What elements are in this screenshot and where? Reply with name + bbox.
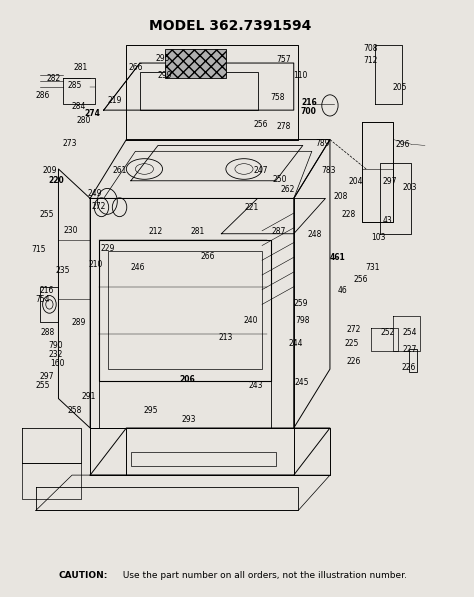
Bar: [409, 349, 417, 372]
Text: 754: 754: [36, 295, 50, 304]
Text: 715: 715: [31, 245, 46, 254]
Text: 461: 461: [330, 253, 346, 262]
Text: CAUTION:: CAUTION:: [58, 571, 108, 580]
Text: 256: 256: [353, 275, 367, 284]
Text: 783: 783: [322, 166, 336, 175]
Text: MODEL 362.7391594: MODEL 362.7391594: [149, 19, 311, 33]
Text: 228: 228: [342, 210, 356, 220]
Bar: [131, 451, 276, 466]
Bar: [108, 251, 262, 369]
Text: 297: 297: [383, 177, 397, 186]
Text: 262: 262: [280, 184, 295, 193]
Text: 213: 213: [219, 334, 233, 343]
Text: 757: 757: [276, 55, 291, 64]
Text: 256: 256: [254, 121, 268, 130]
Text: 247: 247: [254, 166, 268, 175]
Text: 272: 272: [91, 202, 106, 211]
Text: 281: 281: [191, 227, 205, 236]
Text: 789: 789: [315, 139, 329, 147]
Text: 216: 216: [302, 98, 318, 107]
Text: 245: 245: [294, 378, 309, 387]
Text: 282: 282: [47, 75, 61, 84]
Text: 205: 205: [393, 83, 407, 93]
Text: 226: 226: [401, 363, 415, 372]
Text: 160: 160: [50, 359, 64, 368]
Text: 299: 299: [157, 71, 172, 80]
Text: 229: 229: [100, 244, 115, 253]
Text: 708: 708: [364, 44, 378, 53]
Text: 272: 272: [347, 325, 361, 334]
Text: 204: 204: [349, 177, 364, 186]
Text: 244: 244: [289, 339, 303, 348]
Text: 103: 103: [372, 233, 386, 242]
Text: 261: 261: [112, 166, 127, 175]
Text: 289: 289: [72, 318, 86, 327]
Text: 266: 266: [128, 63, 143, 72]
Text: 297: 297: [39, 372, 54, 381]
Text: 209: 209: [42, 166, 57, 175]
Text: 274: 274: [84, 109, 100, 118]
Text: 731: 731: [365, 263, 380, 272]
Text: 110: 110: [293, 72, 308, 81]
Text: 285: 285: [67, 81, 82, 90]
Bar: [99, 239, 271, 381]
Text: 250: 250: [273, 174, 287, 183]
Text: 278: 278: [277, 122, 291, 131]
Text: 280: 280: [76, 116, 91, 125]
Text: 798: 798: [296, 316, 310, 325]
Bar: [99, 381, 271, 428]
Text: 248: 248: [307, 230, 322, 239]
Text: Use the part number on all orders, not the illustration number.: Use the part number on all orders, not t…: [119, 571, 406, 580]
Text: 227: 227: [403, 345, 417, 354]
Text: 259: 259: [293, 298, 308, 307]
Text: 230: 230: [64, 226, 78, 235]
Text: 232: 232: [48, 350, 63, 359]
Text: 255: 255: [36, 381, 50, 390]
Text: 212: 212: [149, 227, 163, 236]
Text: 220: 220: [48, 176, 64, 185]
Text: 255: 255: [39, 210, 54, 220]
Text: 295: 295: [143, 406, 157, 415]
Text: 296: 296: [395, 140, 410, 149]
Text: 221: 221: [245, 204, 259, 213]
Text: 295: 295: [155, 54, 170, 63]
Text: 287: 287: [272, 227, 286, 236]
Text: 240: 240: [244, 316, 258, 325]
Text: 225: 225: [345, 339, 359, 348]
Text: 712: 712: [364, 56, 378, 65]
Text: 284: 284: [72, 102, 86, 111]
Text: 258: 258: [67, 406, 82, 415]
Text: 273: 273: [63, 139, 77, 148]
Text: 291: 291: [81, 392, 96, 401]
Text: 219: 219: [108, 96, 122, 105]
Text: 281: 281: [74, 63, 88, 72]
Text: 288: 288: [41, 328, 55, 337]
Text: 216: 216: [39, 287, 54, 296]
Bar: [140, 72, 257, 110]
Text: 266: 266: [201, 251, 215, 261]
Text: 208: 208: [334, 192, 348, 201]
Text: 206: 206: [180, 375, 195, 384]
Text: 43: 43: [383, 216, 393, 224]
Text: 254: 254: [403, 328, 417, 337]
Text: 203: 203: [403, 183, 417, 192]
Text: 700: 700: [301, 107, 317, 116]
Text: 235: 235: [56, 266, 70, 275]
Text: 243: 243: [249, 380, 264, 389]
Text: 249: 249: [87, 189, 102, 198]
Text: 758: 758: [271, 93, 285, 101]
Text: 293: 293: [181, 415, 196, 424]
Text: 286: 286: [36, 91, 50, 100]
Text: 790: 790: [48, 341, 63, 350]
Text: 46: 46: [338, 287, 347, 296]
Text: 226: 226: [347, 357, 361, 366]
Bar: [165, 50, 226, 78]
Text: 210: 210: [89, 260, 103, 269]
Text: 246: 246: [130, 263, 145, 272]
Text: 252: 252: [381, 328, 395, 337]
